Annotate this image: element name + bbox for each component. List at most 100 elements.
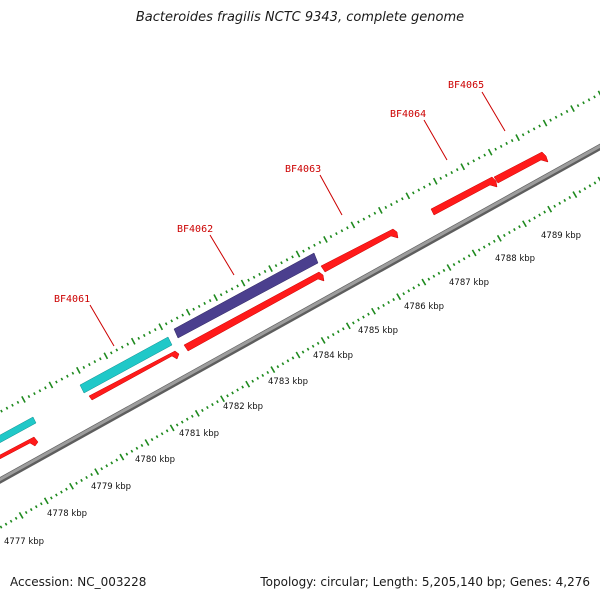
minor-tick [55, 380, 58, 384]
minor-tick [33, 392, 36, 396]
major-tick [220, 395, 225, 403]
inner-tick-track [0, 176, 600, 529]
gene-arrow[interactable] [493, 151, 549, 184]
minor-tick [88, 363, 91, 367]
cyan-feature[interactable] [0, 416, 37, 446]
minor-tick [0, 409, 3, 413]
minor-tick [593, 181, 597, 185]
gene-arrow[interactable] [0, 436, 39, 462]
minor-tick [505, 141, 508, 145]
minor-tick [71, 371, 75, 375]
minor-tick [148, 331, 152, 335]
minor-tick [93, 360, 97, 364]
major-tick [119, 453, 125, 461]
gene-label-bf4064[interactable]: BF4064 [390, 109, 426, 120]
minor-tick [412, 286, 416, 290]
minor-tick [565, 109, 569, 113]
minor-tick [437, 271, 441, 275]
gene-arrow[interactable] [430, 176, 498, 216]
minor-tick [150, 438, 154, 442]
kbp-label: 4778 kbp [47, 509, 87, 519]
gene-label-bf4065[interactable]: BF4065 [448, 80, 484, 91]
minor-tick [373, 211, 377, 215]
cyan-feature[interactable] [79, 336, 173, 394]
minor-tick [219, 293, 223, 297]
gene-label-bf4062[interactable]: BF4062 [177, 224, 213, 235]
purple-feature[interactable] [173, 252, 319, 339]
minor-tick [532, 127, 536, 131]
minor-tick [462, 257, 466, 261]
minor-tick [105, 464, 109, 468]
major-tick [270, 366, 276, 374]
major-tick [21, 395, 26, 403]
gene-arrow[interactable] [88, 350, 180, 401]
minor-tick [27, 395, 31, 399]
minor-tick [44, 386, 47, 390]
minor-tick [190, 414, 194, 418]
minor-tick [65, 487, 68, 491]
kbp-label: 4787 kbp [449, 278, 489, 288]
minor-tick [34, 505, 38, 509]
minor-tick [439, 176, 443, 180]
major-tick [43, 497, 49, 505]
minor-tick [528, 219, 531, 223]
minor-tick [241, 385, 244, 389]
minor-tick [274, 264, 278, 268]
minor-tick [427, 277, 431, 281]
minor-tick [457, 260, 461, 264]
minor-tick [407, 289, 411, 293]
kbp-scale-labels: 4777 kbp 4778 kbp 4779 kbp 4780 kbp 4781… [4, 231, 581, 547]
gene-label-bf4063[interactable]: BF4063 [285, 164, 321, 175]
major-tick [432, 177, 438, 185]
minor-tick [4, 522, 8, 526]
gene-arrow[interactable] [320, 228, 399, 273]
gene-label-bf4061[interactable]: BF4061 [54, 294, 90, 305]
minor-tick [5, 406, 9, 410]
minor-tick [494, 147, 497, 151]
minor-tick [368, 214, 371, 218]
minor-tick [341, 327, 345, 331]
minor-tick [582, 101, 585, 105]
gene-arrow[interactable] [183, 271, 325, 352]
minor-tick [487, 242, 491, 246]
minor-tick [115, 348, 119, 352]
minor-tick [285, 258, 289, 262]
minor-tick [352, 321, 355, 325]
minor-tick [560, 112, 563, 116]
kbp-label: 4780 kbp [135, 455, 175, 465]
minor-tick [0, 525, 3, 529]
accession-text: Accession: NC_003228 [10, 575, 147, 589]
major-tick [245, 380, 251, 388]
major-tick [378, 206, 383, 214]
minor-tick [311, 344, 315, 348]
minor-tick [291, 255, 294, 259]
minor-tick [276, 365, 280, 369]
leader-line [423, 119, 448, 161]
minor-tick [137, 336, 141, 340]
minor-tick [417, 283, 421, 287]
minor-tick [563, 198, 567, 202]
major-tick [76, 366, 81, 374]
minor-tick [306, 347, 310, 351]
minor-tick [576, 104, 580, 108]
minor-tick [197, 304, 201, 308]
kbp-label: 4786 kbp [404, 302, 444, 312]
major-tick [597, 176, 600, 182]
minor-tick [258, 272, 261, 276]
minor-tick [533, 216, 536, 220]
minor-tick [252, 275, 256, 279]
major-tick [345, 322, 351, 330]
minor-tick [538, 213, 541, 217]
minor-tick [164, 322, 168, 326]
minor-tick [286, 359, 290, 363]
kbp-label: 4777 kbp [4, 537, 44, 547]
major-tick [446, 264, 452, 271]
minor-tick [206, 405, 209, 410]
minor-tick [192, 307, 195, 311]
minor-tick [170, 319, 174, 323]
minor-tick [549, 118, 552, 122]
major-tick [268, 265, 273, 273]
minor-tick [593, 95, 596, 99]
major-tick [169, 424, 175, 432]
